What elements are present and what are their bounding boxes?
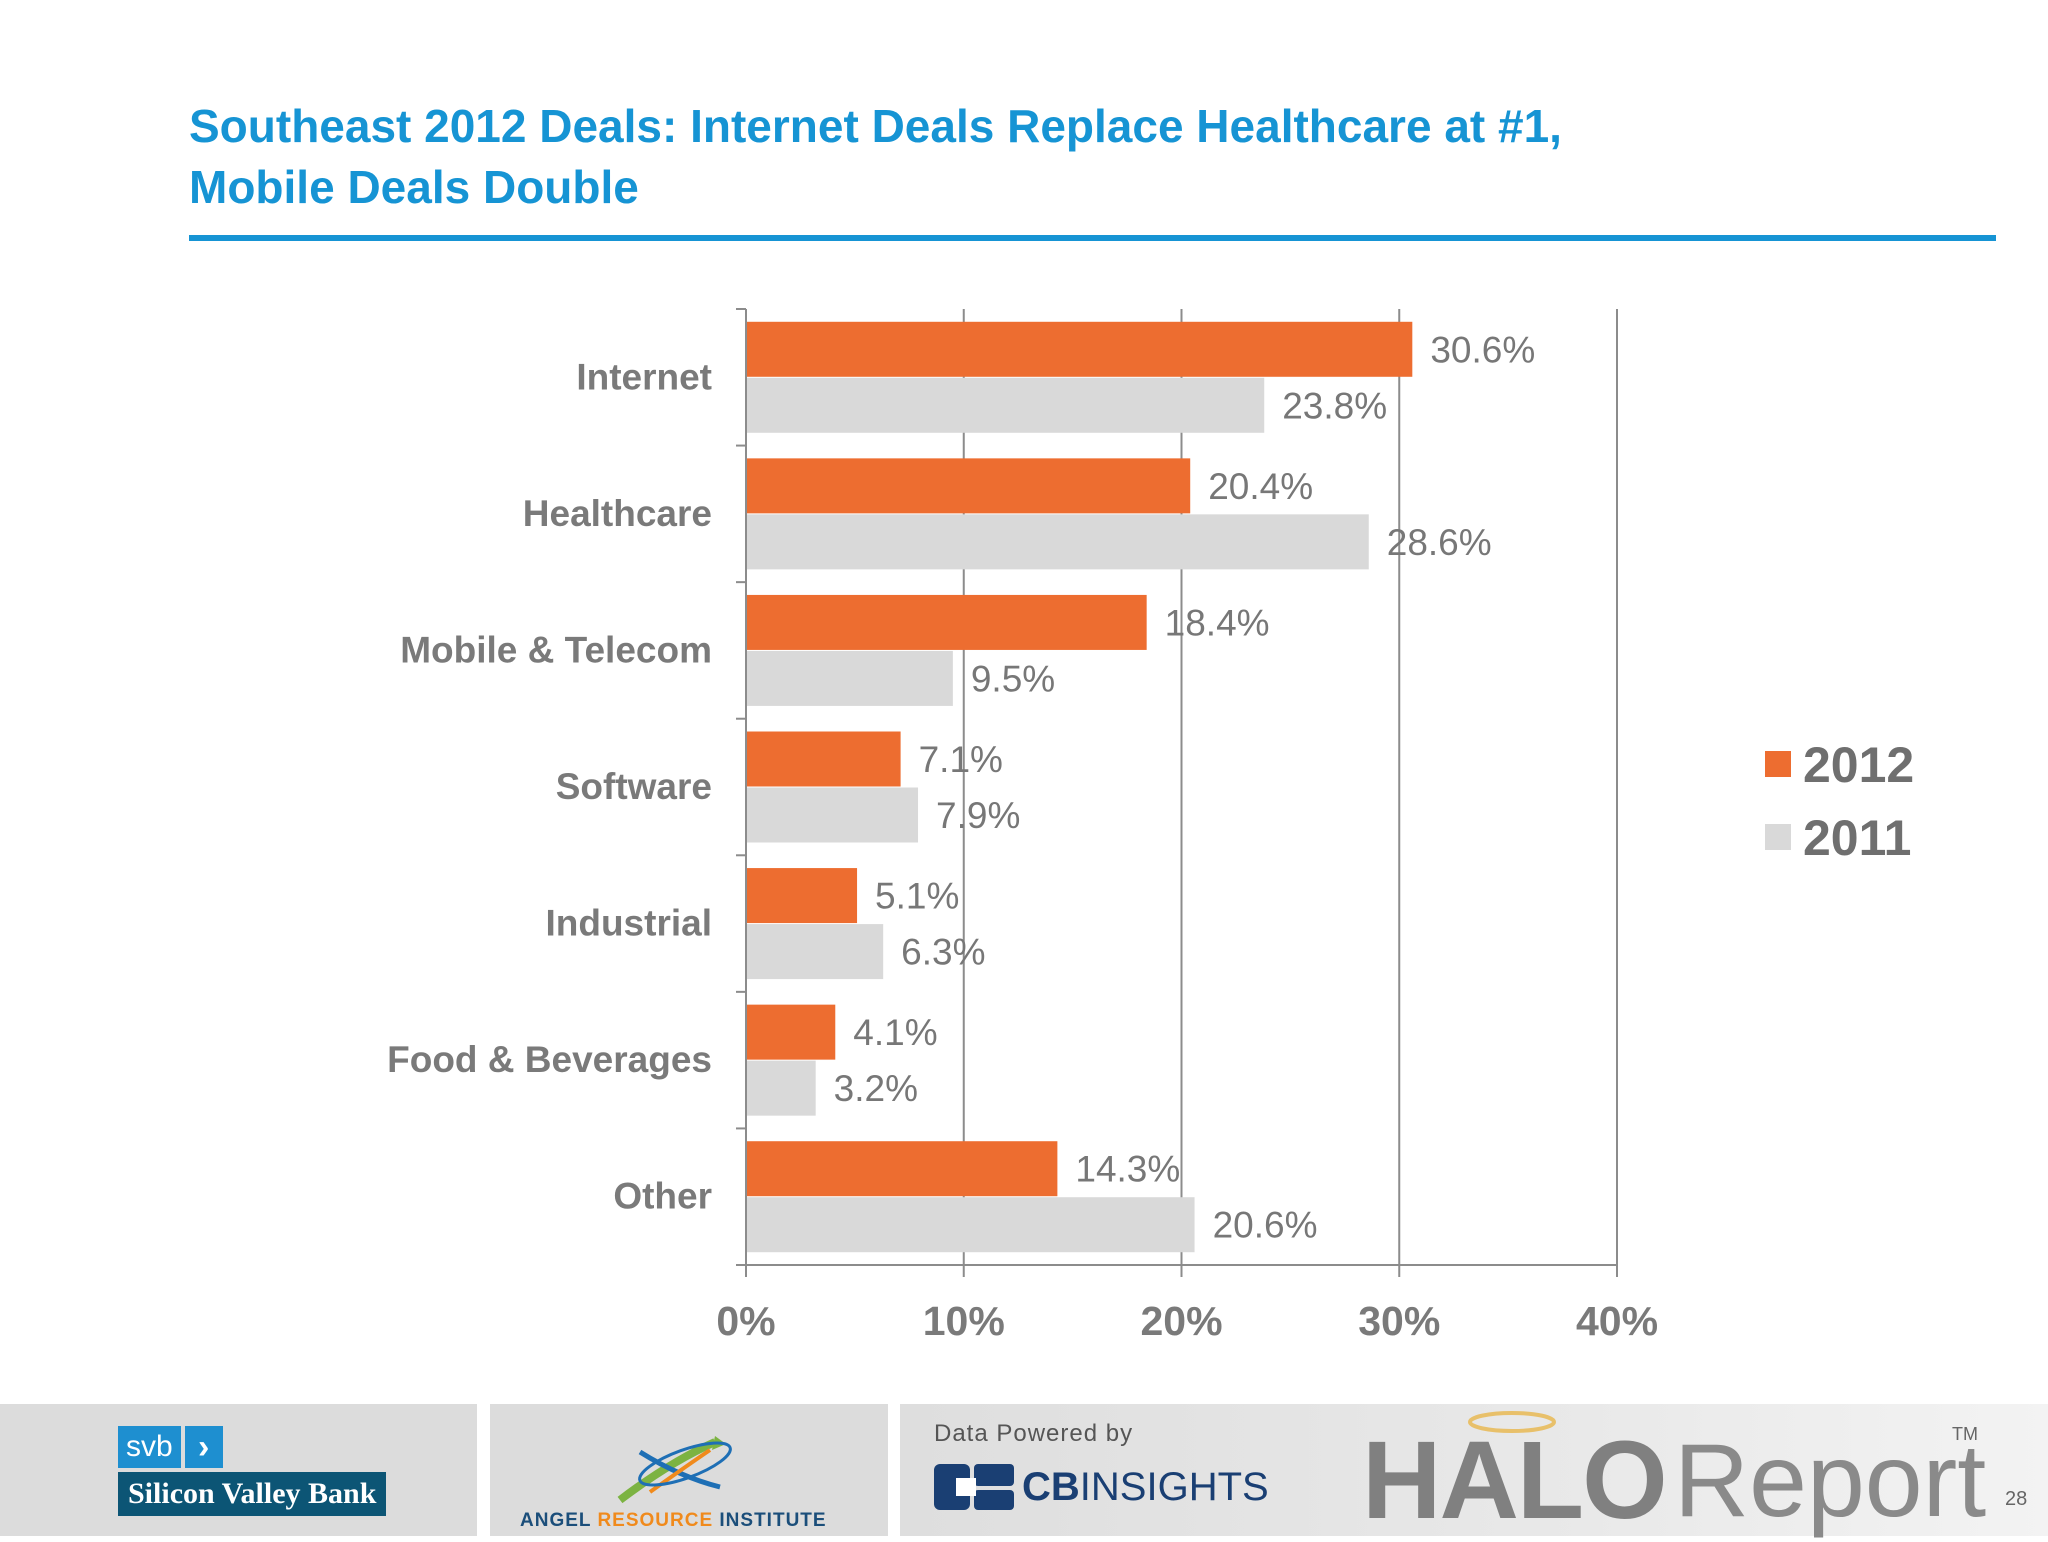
category-label: Food & Beverages (387, 1039, 712, 1080)
ari-logo: ANGEL RESOURCE INSTITUTE (520, 1422, 870, 1532)
data-label: 7.1% (919, 739, 1003, 780)
data-label: 3.2% (834, 1068, 918, 1109)
bar-2012-6 (746, 1141, 1058, 1197)
trademark: TM (1952, 1424, 1978, 1444)
data-label: 6.3% (901, 932, 985, 973)
halo-ring-icon (1468, 1411, 1556, 1433)
crossed-arrows-icon (617, 1436, 732, 1504)
x-tick-label: 10% (923, 1298, 1005, 1344)
bar-chart: 30.6% 23.8% 20.4% 28.6% 18.4% 9.5% 7.1% 7.9% 5.1… (387, 308, 1914, 1344)
bar-2011-5 (746, 1060, 816, 1116)
bar-2012-2 (746, 594, 1147, 650)
slide-title: Southeast 2012 Deals: Internet Deals Rep… (189, 96, 1969, 218)
slide-title-line2: Mobile Deals Double (189, 161, 639, 213)
bar-2012-5 (746, 1004, 836, 1060)
legend-label-2011: 2011 (1803, 810, 1911, 866)
slide-title-line1: Southeast 2012 Deals: Internet Deals Rep… (189, 100, 1562, 152)
x-tick-label: 30% (1358, 1298, 1440, 1344)
svb-name: Silicon Valley Bank (118, 1472, 387, 1516)
bar-2012-0 (746, 321, 1413, 377)
ari-name: ANGEL RESOURCE INSTITUTE (520, 1510, 827, 1531)
category-label: Software (556, 766, 712, 807)
bar-2011-3 (746, 787, 919, 843)
bar-2011-1 (746, 514, 1369, 570)
cbi-brand: CBINSIGHTS (1022, 1464, 1269, 1509)
category-label: Mobile & Telecom (400, 629, 712, 670)
data-label: 5.1% (875, 876, 959, 917)
data-label: 7.9% (936, 795, 1020, 836)
svb-chevron-icon: › (184, 1426, 223, 1468)
data-label: 23.8% (1282, 385, 1387, 426)
svb-panel: svb › Silicon Valley Bank (0, 1404, 477, 1536)
halo-report-logo: HALO Report (1362, 1411, 1986, 1540)
title-divider (189, 235, 1996, 241)
cb-blocks-icon (934, 1464, 1014, 1510)
bar-2012-3 (746, 731, 901, 787)
halo-word: HALO (1362, 1419, 1668, 1542)
bar-2011-2 (746, 650, 953, 706)
category-label: Other (613, 1176, 712, 1217)
data-label: 4.1% (853, 1012, 937, 1053)
legend-swatch-2011 (1765, 824, 1791, 850)
bar-2011-4 (746, 924, 884, 980)
data-label: 20.4% (1208, 466, 1313, 507)
cbi-logo: CBINSIGHTS (934, 1460, 1269, 1514)
bar-2011-0 (746, 377, 1265, 433)
bar-2012-1 (746, 458, 1191, 514)
report-word: Report (1674, 1423, 1987, 1539)
svb-logo: svb › Silicon Valley Bank (118, 1426, 387, 1516)
legend-label-2012: 2012 (1803, 737, 1914, 793)
data-label: 28.6% (1387, 522, 1492, 563)
legend-swatch-2012 (1765, 751, 1791, 777)
data-label: 20.6% (1213, 1205, 1318, 1246)
cbi-powered-text: Data Powered by (934, 1420, 1134, 1447)
page-number: 28 (2005, 1488, 2028, 1510)
x-tick-label: 40% (1576, 1298, 1658, 1344)
data-label: 9.5% (971, 658, 1055, 699)
bar-2011-6 (746, 1197, 1195, 1253)
x-tick-label: 20% (1140, 1298, 1222, 1344)
category-label: Industrial (545, 903, 712, 944)
category-label: Healthcare (523, 493, 712, 534)
svb-short: svb (118, 1426, 181, 1468)
data-label: 30.6% (1430, 329, 1535, 370)
data-label: 14.3% (1075, 1149, 1180, 1190)
footer-banner: svb › Silicon Valley Bank ANGEL RESOURCE… (0, 1404, 2048, 1540)
category-label: Internet (576, 356, 712, 397)
bar-2012-4 (746, 868, 858, 924)
x-tick-label: 0% (716, 1298, 775, 1344)
ari-panel (490, 1404, 888, 1536)
data-label: 18.4% (1165, 602, 1270, 643)
